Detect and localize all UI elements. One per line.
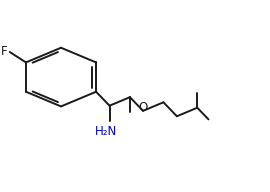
Text: F: F: [1, 45, 7, 58]
Text: O: O: [139, 101, 148, 114]
Text: H₂N: H₂N: [95, 125, 117, 138]
